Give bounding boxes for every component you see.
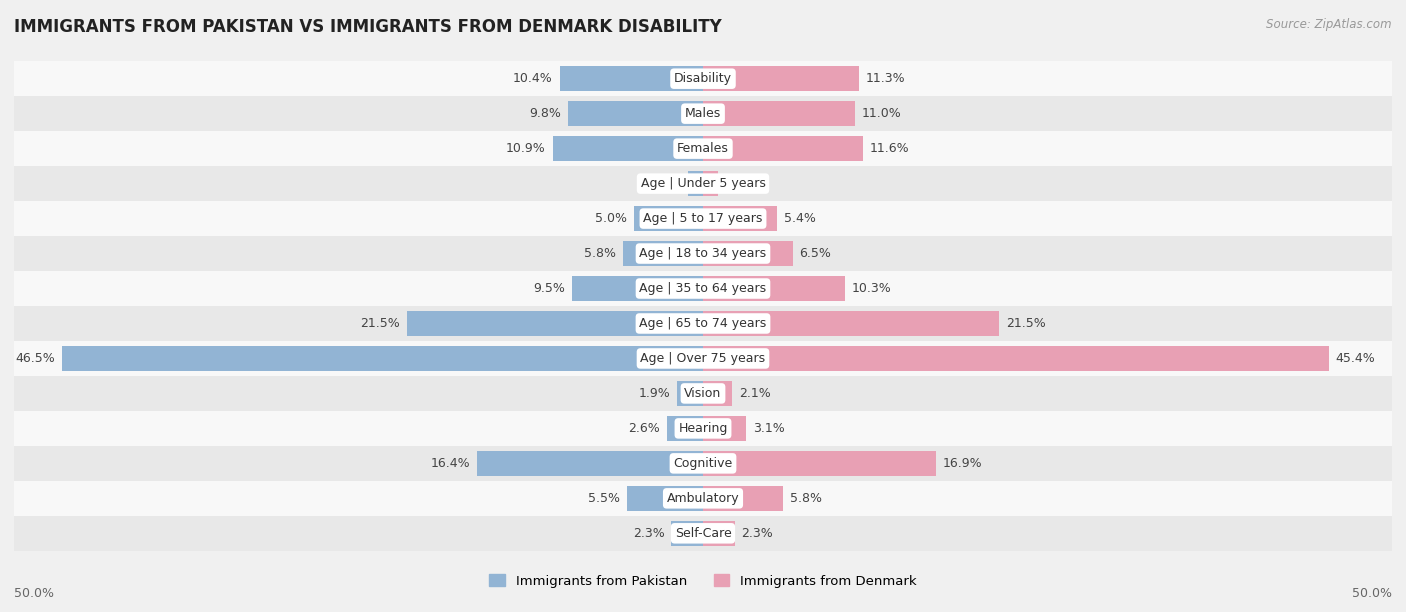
Text: Self-Care: Self-Care — [675, 527, 731, 540]
Bar — [703, 206, 778, 231]
Text: 3.1%: 3.1% — [752, 422, 785, 435]
Text: 11.0%: 11.0% — [862, 107, 901, 120]
Text: Disability: Disability — [673, 72, 733, 85]
Text: IMMIGRANTS FROM PAKISTAN VS IMMIGRANTS FROM DENMARK DISABILITY: IMMIGRANTS FROM PAKISTAN VS IMMIGRANTS F… — [14, 18, 721, 36]
Bar — [14, 236, 1392, 271]
Bar — [703, 486, 783, 511]
Text: 9.8%: 9.8% — [529, 107, 561, 120]
Bar — [14, 61, 1392, 96]
Text: 5.8%: 5.8% — [585, 247, 616, 260]
Bar — [668, 416, 703, 441]
Bar — [560, 66, 703, 91]
Text: 11.3%: 11.3% — [866, 72, 905, 85]
Text: 2.3%: 2.3% — [633, 527, 665, 540]
Bar — [703, 171, 718, 196]
Text: 2.1%: 2.1% — [738, 387, 770, 400]
Text: 9.5%: 9.5% — [533, 282, 565, 295]
Bar — [14, 201, 1392, 236]
Legend: Immigrants from Pakistan, Immigrants from Denmark: Immigrants from Pakistan, Immigrants fro… — [484, 569, 922, 593]
Text: 50.0%: 50.0% — [14, 587, 53, 600]
Text: 2.6%: 2.6% — [628, 422, 661, 435]
Bar — [14, 131, 1392, 166]
Bar — [14, 341, 1392, 376]
Bar — [477, 451, 703, 476]
Text: 5.5%: 5.5% — [588, 492, 620, 505]
Text: Males: Males — [685, 107, 721, 120]
Bar — [14, 446, 1392, 481]
Text: Age | Under 5 years: Age | Under 5 years — [641, 177, 765, 190]
Bar — [671, 521, 703, 546]
Text: 50.0%: 50.0% — [1353, 587, 1392, 600]
Text: Age | 35 to 64 years: Age | 35 to 64 years — [640, 282, 766, 295]
Text: 45.4%: 45.4% — [1336, 352, 1375, 365]
Bar — [703, 101, 855, 126]
Bar — [572, 276, 703, 301]
Text: 10.9%: 10.9% — [506, 142, 546, 155]
Bar — [703, 346, 1329, 371]
Text: 6.5%: 6.5% — [800, 247, 831, 260]
Text: 21.5%: 21.5% — [1007, 317, 1046, 330]
Text: 5.4%: 5.4% — [785, 212, 815, 225]
Text: 2.3%: 2.3% — [741, 527, 773, 540]
Bar — [703, 381, 733, 406]
Text: 16.4%: 16.4% — [430, 457, 470, 470]
Text: 5.8%: 5.8% — [790, 492, 821, 505]
Bar — [14, 376, 1392, 411]
Text: Age | Over 75 years: Age | Over 75 years — [641, 352, 765, 365]
Text: 5.0%: 5.0% — [595, 212, 627, 225]
Text: 46.5%: 46.5% — [15, 352, 55, 365]
Text: 21.5%: 21.5% — [360, 317, 399, 330]
Bar — [14, 166, 1392, 201]
Bar — [688, 171, 703, 196]
Bar — [703, 311, 1000, 336]
Bar — [703, 241, 793, 266]
Bar — [634, 206, 703, 231]
Bar — [703, 451, 936, 476]
Bar — [703, 136, 863, 161]
Bar — [14, 96, 1392, 131]
Bar — [14, 411, 1392, 446]
Text: Vision: Vision — [685, 387, 721, 400]
Bar — [14, 481, 1392, 516]
Bar — [14, 516, 1392, 551]
Bar — [627, 486, 703, 511]
Bar — [676, 381, 703, 406]
Text: Age | 65 to 74 years: Age | 65 to 74 years — [640, 317, 766, 330]
Text: 16.9%: 16.9% — [943, 457, 983, 470]
Text: 1.9%: 1.9% — [638, 387, 669, 400]
Text: 1.1%: 1.1% — [725, 177, 756, 190]
Bar — [553, 136, 703, 161]
Bar — [703, 66, 859, 91]
Bar — [14, 306, 1392, 341]
Text: Age | 5 to 17 years: Age | 5 to 17 years — [644, 212, 762, 225]
Text: Source: ZipAtlas.com: Source: ZipAtlas.com — [1267, 18, 1392, 31]
Text: 10.3%: 10.3% — [852, 282, 891, 295]
Bar — [623, 241, 703, 266]
Text: Cognitive: Cognitive — [673, 457, 733, 470]
Bar — [14, 271, 1392, 306]
Bar — [703, 521, 735, 546]
Bar — [703, 416, 745, 441]
Text: Females: Females — [678, 142, 728, 155]
Bar — [703, 276, 845, 301]
Text: Ambulatory: Ambulatory — [666, 492, 740, 505]
Text: Hearing: Hearing — [678, 422, 728, 435]
Bar — [406, 311, 703, 336]
Text: 1.1%: 1.1% — [650, 177, 681, 190]
Text: 11.6%: 11.6% — [870, 142, 910, 155]
Bar — [568, 101, 703, 126]
Text: Age | 18 to 34 years: Age | 18 to 34 years — [640, 247, 766, 260]
Bar — [62, 346, 703, 371]
Text: 10.4%: 10.4% — [513, 72, 553, 85]
